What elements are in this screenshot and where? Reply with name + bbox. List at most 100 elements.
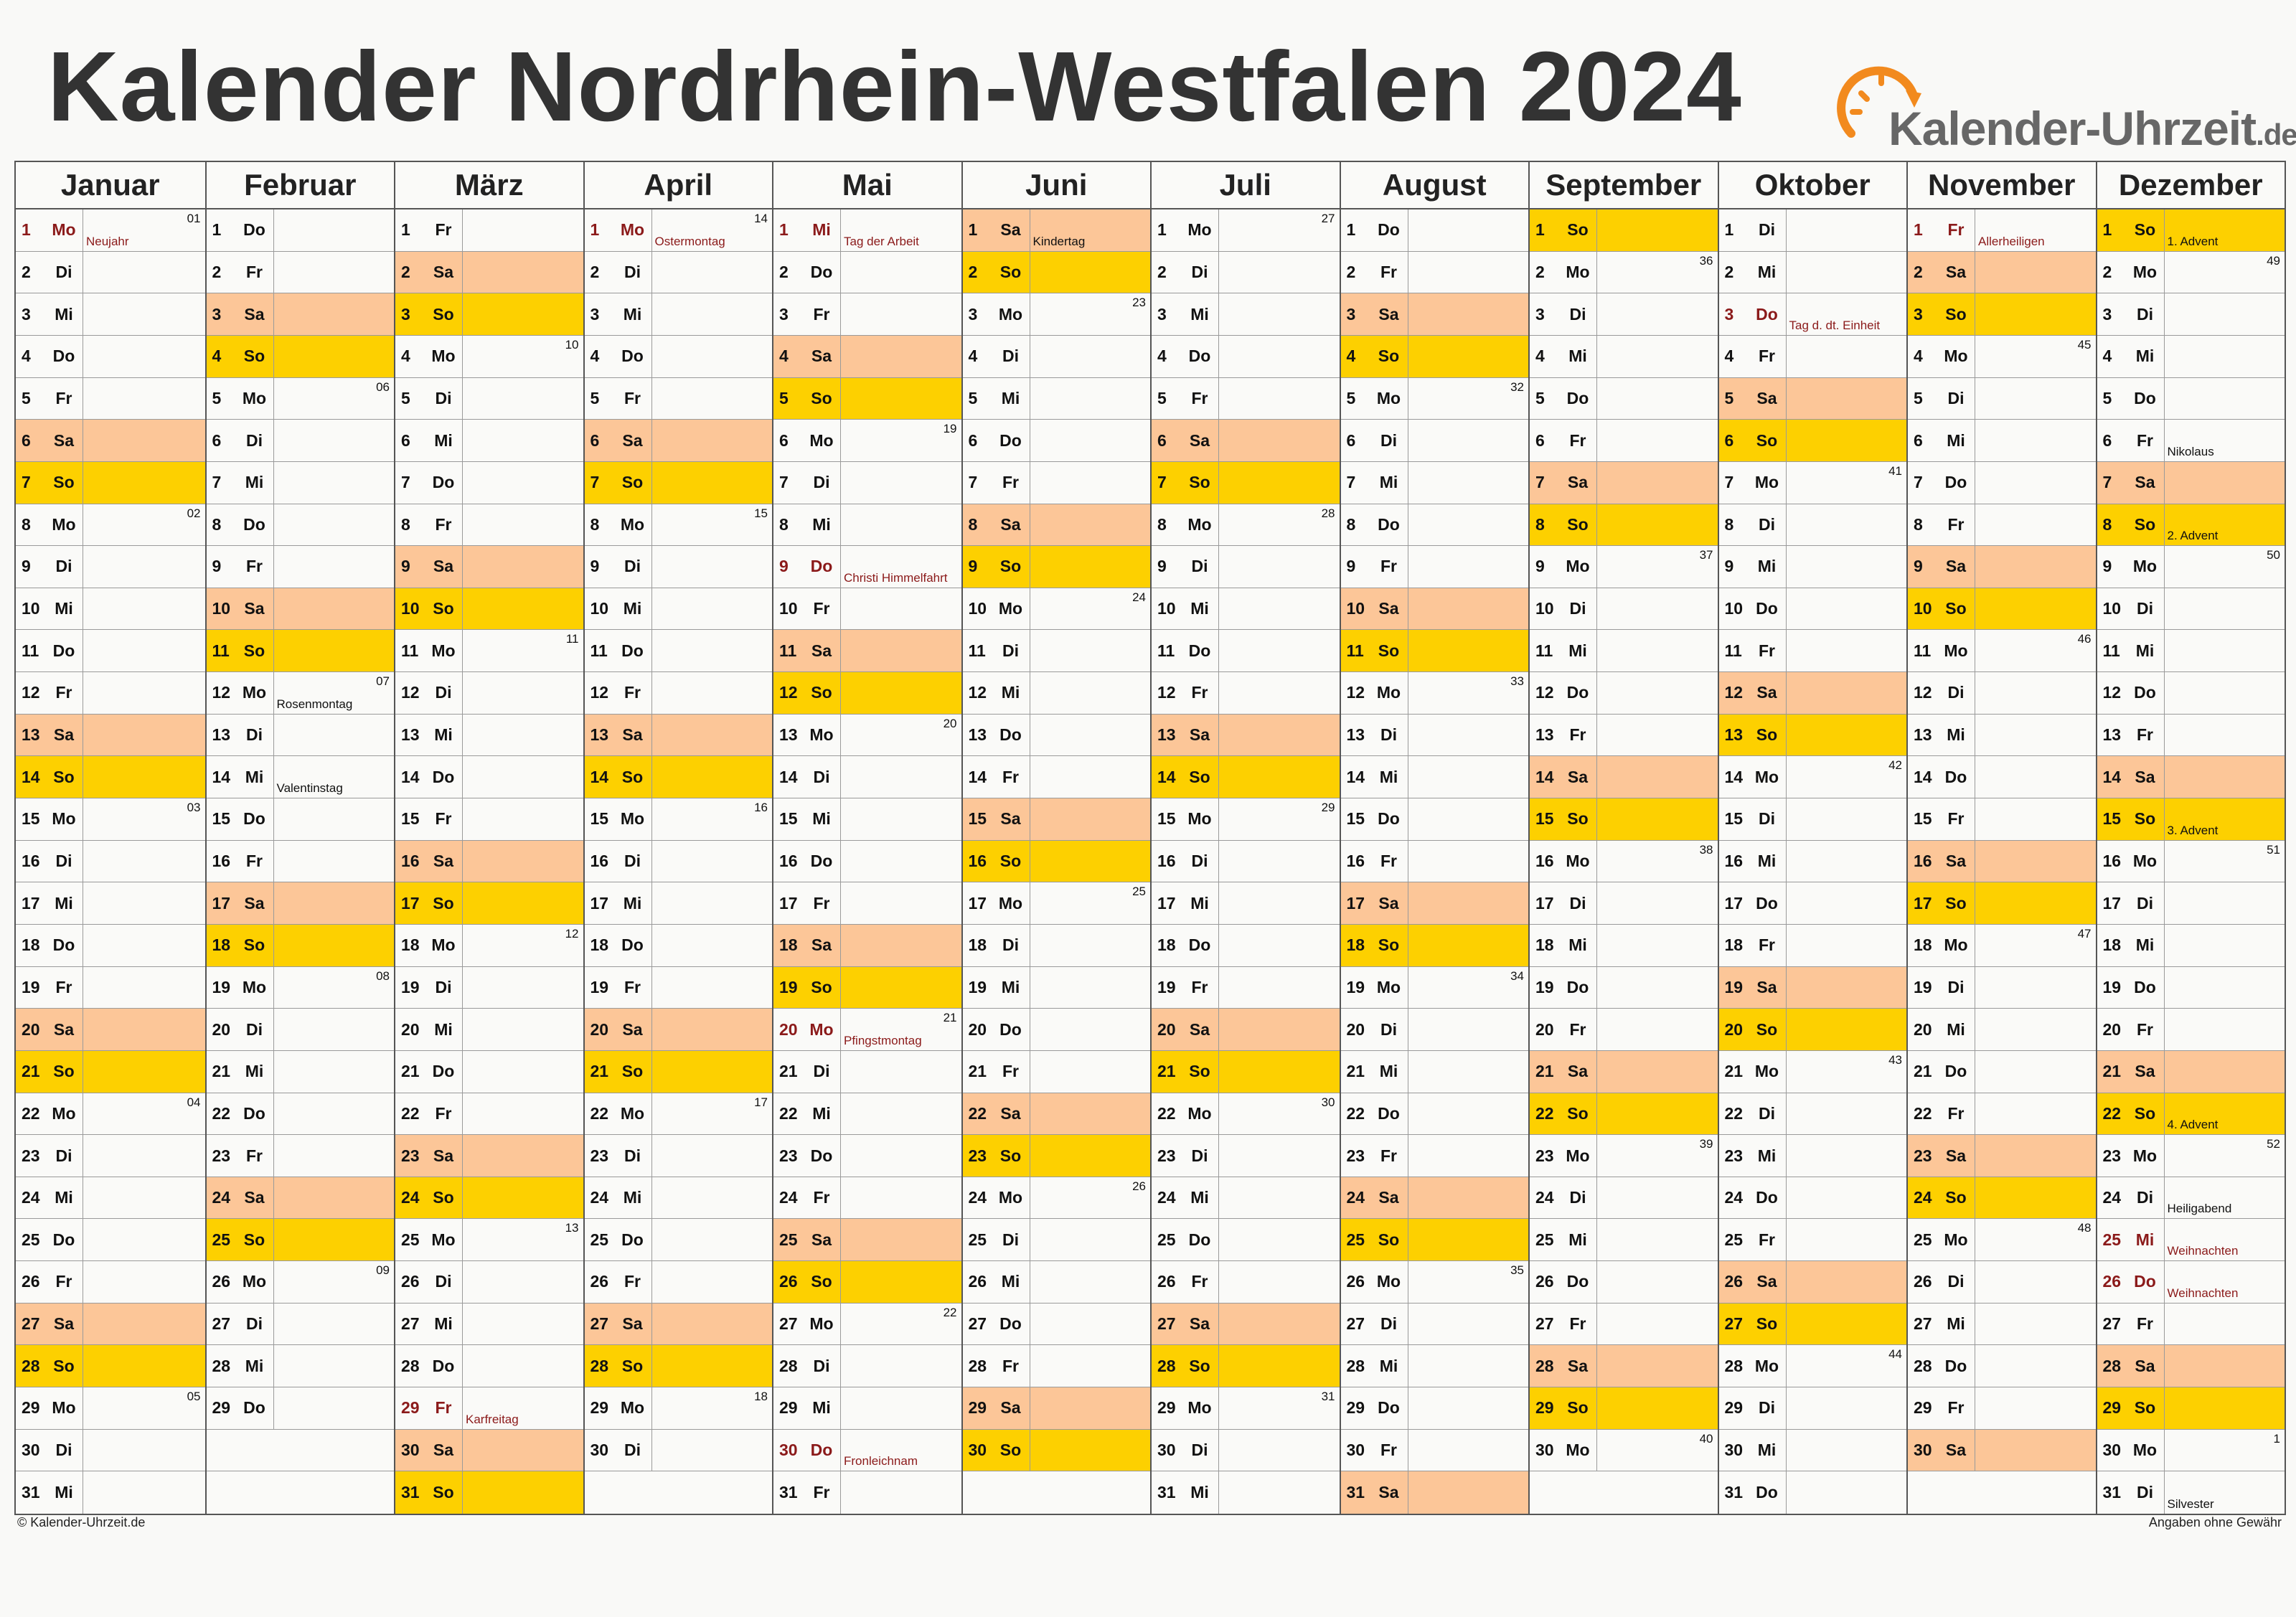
day-row[interactable]: 14 So [16, 756, 205, 799]
day-row[interactable]: 21 Sa [1530, 1050, 1718, 1093]
day-row[interactable]: 13 So [1718, 714, 1906, 757]
day-row[interactable]: 17 Mi [16, 882, 205, 925]
day-row[interactable]: 9 Mi [1718, 546, 1906, 588]
day-row[interactable]: 15 So [1530, 798, 1718, 841]
day-row[interactable]: 29 Fr Karfreitag [395, 1387, 583, 1430]
day-row[interactable]: 8 Do [206, 504, 394, 547]
day-row[interactable]: 18 So [206, 924, 394, 967]
day-row[interactable]: 3 Mi [16, 293, 205, 336]
day-row[interactable]: 4 Sa [773, 335, 961, 378]
day-row[interactable]: 1 Fr Allerheiligen [1908, 209, 2096, 252]
day-row[interactable]: 5 Do [1530, 377, 1718, 420]
day-row[interactable]: 22 Fr [1908, 1093, 2096, 1136]
day-row[interactable]: 6 Sa [16, 420, 205, 462]
day-row[interactable]: 12 Do [2097, 672, 2285, 715]
day-row[interactable]: 16 Fr [1340, 840, 1528, 883]
day-row[interactable]: 1 Do [1340, 209, 1528, 252]
day-row[interactable]: 14 Sa [1530, 756, 1718, 799]
day-row[interactable]: 8 Fr [1908, 504, 2096, 547]
day-row[interactable]: 28 Sa [2097, 1345, 2285, 1388]
day-row[interactable]: 29 Di [1718, 1387, 1906, 1430]
day-row[interactable]: 23 Di [584, 1135, 772, 1177]
day-row[interactable]: 23 Di [1152, 1135, 1340, 1177]
day-row[interactable]: 11 Di [962, 630, 1150, 673]
day-row[interactable]: 24 Di Heiligabend [2097, 1177, 2285, 1220]
day-row[interactable]: 24 Di [1530, 1177, 1718, 1220]
day-row[interactable]: 12 Di [1908, 672, 2096, 715]
day-row[interactable]: 29 Fr [1908, 1387, 2096, 1430]
day-row[interactable]: 21 Fr [962, 1050, 1150, 1093]
day-row[interactable]: 2 Sa [1908, 251, 2096, 294]
day-row[interactable]: 1 Di [1718, 209, 1906, 252]
day-row[interactable]: 9 Di [584, 546, 772, 588]
day-row[interactable]: 6 Di [206, 420, 394, 462]
day-row[interactable]: 19 Di [1908, 966, 2096, 1009]
day-row[interactable]: 23 Sa [395, 1135, 583, 1177]
day-row[interactable]: 5 Mo 06 [206, 377, 394, 420]
day-row[interactable]: 18 Sa [773, 924, 961, 967]
day-row[interactable]: 11 So [206, 630, 394, 673]
day-row[interactable]: 30 Sa [395, 1429, 583, 1472]
day-row[interactable]: 26 Di [395, 1261, 583, 1304]
day-row[interactable]: 1 Mo 27 [1152, 209, 1340, 252]
day-row[interactable]: 2 Do [773, 251, 961, 294]
day-row[interactable]: 4 Mo 10 [395, 335, 583, 378]
day-row[interactable]: 13 Mi [395, 714, 583, 757]
day-row[interactable]: 31 Sa [1340, 1471, 1528, 1514]
day-row[interactable]: 15 Sa [962, 798, 1150, 841]
day-row[interactable]: 10 Sa [206, 588, 394, 631]
day-row[interactable]: 3 Sa [206, 293, 394, 336]
day-row[interactable]: 26 Di [1908, 1261, 2096, 1304]
day-row[interactable]: 2 Fr [206, 251, 394, 294]
day-row[interactable]: 7 Mi [206, 461, 394, 504]
day-row[interactable]: 3 Do Tag d. dt. Einheit [1718, 293, 1906, 336]
day-row[interactable]: 6 Fr [1530, 420, 1718, 462]
day-row[interactable]: 11 Do [1152, 630, 1340, 673]
day-row[interactable]: 18 Mo 47 [1908, 924, 2096, 967]
day-row[interactable]: 26 Fr [584, 1261, 772, 1304]
day-row[interactable]: 4 Do [16, 335, 205, 378]
day-row[interactable]: 14 So [1152, 756, 1340, 799]
day-row[interactable]: 23 So [962, 1135, 1150, 1177]
day-row[interactable]: 11 Mo 46 [1908, 630, 2096, 673]
day-row[interactable]: 6 Mi [395, 420, 583, 462]
day-row[interactable]: 7 Do [1908, 461, 2096, 504]
day-row[interactable]: 12 Do [1530, 672, 1718, 715]
day-row[interactable]: 11 Fr [1718, 630, 1906, 673]
day-row[interactable]: 3 Di [2097, 293, 2285, 336]
day-row[interactable]: 30 Fr [1340, 1429, 1528, 1472]
day-row[interactable]: 12 Fr [584, 672, 772, 715]
day-row[interactable]: 24 So [395, 1177, 583, 1220]
day-row[interactable]: 20 Do [962, 1009, 1150, 1051]
day-row[interactable]: 27 Mi [1908, 1303, 2096, 1346]
day-row[interactable]: 23 Mo 52 [2097, 1135, 2285, 1177]
day-row[interactable]: 4 Mo 45 [1908, 335, 2096, 378]
day-row[interactable]: 23 Mo 39 [1530, 1135, 1718, 1177]
day-row[interactable]: 22 Mi [773, 1093, 961, 1136]
day-row[interactable]: 9 Sa [395, 546, 583, 588]
day-row[interactable]: 31 Mi [16, 1471, 205, 1514]
day-row[interactable]: 6 Do [962, 420, 1150, 462]
logo[interactable]: Kalender-Uhrzeit.de [1837, 55, 2296, 155]
day-row[interactable]: 25 Di [962, 1219, 1150, 1262]
day-row[interactable]: 18 Fr [1718, 924, 1906, 967]
day-row[interactable]: 21 Mi [1340, 1050, 1528, 1093]
day-row[interactable]: 15 Mi [773, 798, 961, 841]
day-row[interactable]: 11 Mi [1530, 630, 1718, 673]
day-row[interactable]: 8 Sa [962, 504, 1150, 547]
day-row[interactable]: 2 Sa [395, 251, 583, 294]
day-row[interactable]: 10 So [1908, 588, 2096, 631]
day-row[interactable]: 28 Mi [206, 1345, 394, 1388]
day-row[interactable]: 22 Do [1340, 1093, 1528, 1136]
day-row[interactable]: 26 Do [1530, 1261, 1718, 1304]
day-row[interactable]: 10 So [395, 588, 583, 631]
day-row[interactable]: 29 Mi [773, 1387, 961, 1430]
day-row[interactable]: 14 Fr [962, 756, 1150, 799]
day-row[interactable]: 3 Sa [1340, 293, 1528, 336]
day-row[interactable]: 27 Fr [1530, 1303, 1718, 1346]
day-row[interactable]: 12 Mi [962, 672, 1150, 715]
day-row[interactable]: 2 Di [1152, 251, 1340, 294]
day-row[interactable]: 19 So [773, 966, 961, 1009]
day-row[interactable]: 1 Mo 01 Neujahr [16, 209, 205, 252]
day-row[interactable]: 1 Fr [395, 209, 583, 252]
